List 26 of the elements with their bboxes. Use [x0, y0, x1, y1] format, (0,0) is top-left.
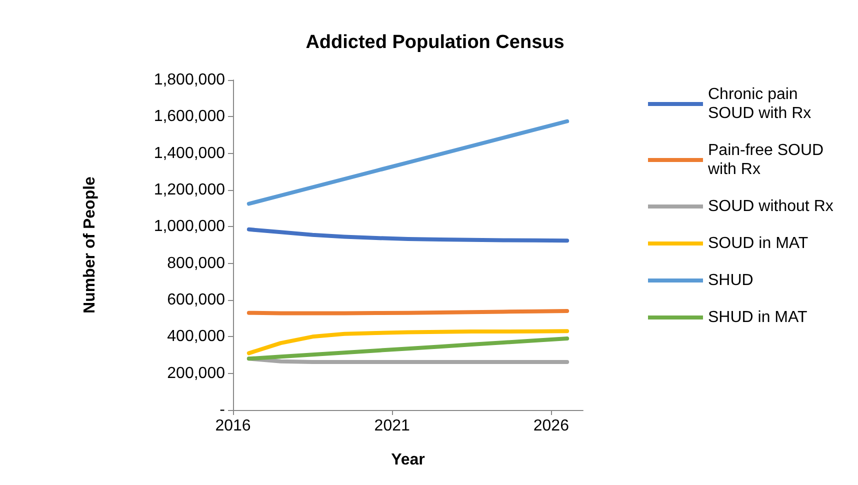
y-tick-label: 1,800,000: [154, 72, 226, 88]
y-tick-label: -: [220, 402, 225, 418]
y-tick-label: 800,000: [167, 254, 226, 272]
legend-label: Chronic pain SOUD with Rx: [708, 86, 812, 122]
y-tick-label: 1,000,000: [154, 218, 226, 236]
legend-label: SOUD in MAT: [708, 235, 808, 252]
y-tick-label: 1,600,000: [154, 108, 226, 126]
legend-label: Pain-free SOUD with Rx: [707, 142, 828, 178]
y-tick-label: 1,200,000: [154, 182, 226, 198]
x-tick-label: 2021: [374, 418, 410, 434]
legend-label: SHUD: [708, 272, 754, 289]
line-series: [246, 119, 570, 206]
legend-label: SHUD in MAT: [708, 309, 808, 326]
line-series: [246, 336, 570, 361]
x-tick-label: 2016: [215, 418, 251, 434]
y-axis-title: Number of People: [82, 176, 98, 314]
chart-title: Addicted Population Census: [306, 32, 564, 53]
legend-label: SOUD without Rx: [708, 198, 834, 215]
y-tick-label: 600,000: [167, 292, 226, 308]
x-tick-label: 2026: [533, 418, 570, 434]
y-tick-label: 1,400,000: [154, 144, 226, 162]
line-series: [246, 329, 570, 356]
x-axis-title: Year: [391, 452, 425, 468]
y-tick-label: 400,000: [167, 328, 226, 346]
y-tick-label: 200,000: [167, 364, 226, 382]
line-series: [246, 227, 570, 243]
